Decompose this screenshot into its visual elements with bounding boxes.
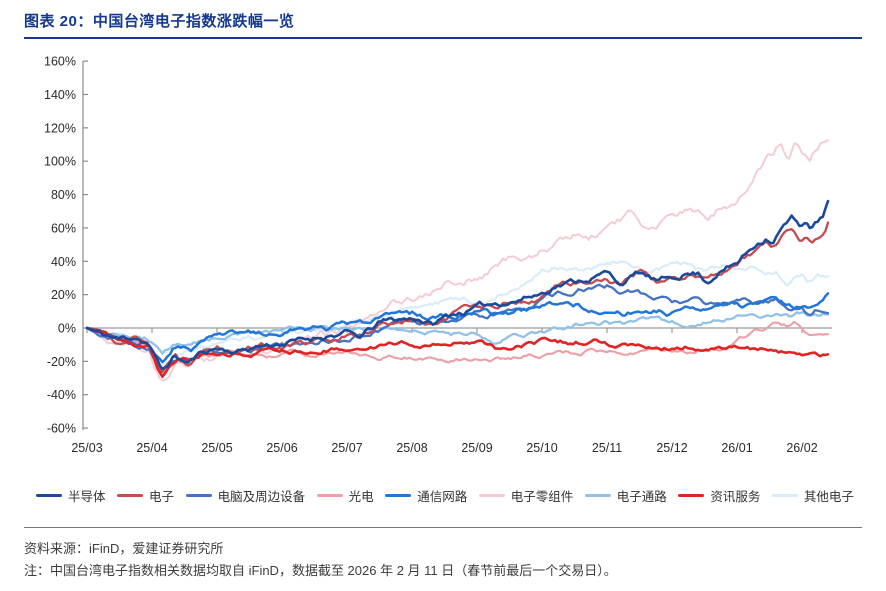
legend-label: 通信网路 (417, 489, 468, 504)
legend-item-electronic-components: 电子零组件 (478, 486, 574, 505)
series-line-other-electronics (85, 260, 830, 367)
series-line-information-service (85, 326, 830, 379)
x-tick-label: 25/12 (656, 441, 687, 455)
legend-label: 光电 (348, 489, 374, 504)
legend-label: 电子通路 (616, 489, 667, 504)
legend-swatch-communication-network (385, 493, 412, 497)
legend-item-communication-network: 通信网路 (385, 486, 467, 505)
note-text: 注：中国台湾电子指数相关数据均取自 iFinD，数据截至 2026 年 2 月 … (24, 563, 617, 578)
x-tick-label: 26/01 (721, 441, 752, 455)
y-tick-label: -20% (47, 355, 76, 369)
footer-divider (24, 527, 862, 528)
source-text: 资料来源：iFinD，爱建证券研究所 (24, 541, 224, 556)
y-tick-label: 140% (44, 88, 76, 102)
chart-legend: 半导体 电子 电脑及周边设备 光电 通信网路 电子零组件 电子通路 资讯服务 其他电子 (36, 484, 854, 506)
legend-swatch-semiconductor (36, 493, 62, 497)
legend-item-other-electronics: 其他电子 (771, 486, 854, 505)
legend-swatch-computer-peripherals (185, 493, 212, 497)
x-tick-label: 25/07 (331, 441, 362, 455)
legend-item-computer-peripherals: 电脑及周边设备 (185, 486, 306, 505)
x-tick-label: 25/06 (266, 441, 297, 455)
x-tick-label: 25/09 (461, 441, 492, 455)
y-tick-label: 100% (44, 155, 76, 169)
x-tick-label: 25/11 (592, 441, 622, 455)
y-tick-label: 60% (51, 221, 76, 235)
x-tick-label: 25/08 (396, 441, 427, 455)
legend-swatch-electronic-components (478, 493, 505, 497)
legend-swatch-optoelectronics (316, 493, 343, 497)
x-tick-label: 25/05 (201, 441, 232, 455)
title-underline (24, 37, 862, 39)
legend-item-optoelectronics: 光电 (316, 486, 374, 505)
legend-label: 电子 (149, 489, 175, 504)
legend-item-semiconductor: 半导体 (36, 486, 106, 505)
legend-swatch-electronics (117, 493, 144, 497)
y-tick-label: 20% (51, 288, 76, 302)
legend-item-information-service: 资讯服务 (678, 486, 760, 505)
y-tick-label: -60% (47, 422, 76, 436)
series-line-electronics-distribution (85, 311, 830, 355)
y-tick-label: -40% (47, 388, 76, 402)
legend-item-electronics: 电子 (117, 486, 174, 505)
x-tick-label: 26/02 (786, 441, 817, 455)
legend-swatch-electronics-distribution (584, 493, 611, 497)
legend-swatch-information-service (678, 493, 705, 497)
x-tick-label: 25/04 (136, 441, 167, 455)
line-chart: 160% 140% 120% 100% 80% 60% 40% 20% 0% -20% -40% -6… (44, 55, 832, 455)
legend-swatch-other-electronics (771, 493, 798, 497)
x-tick-label: 25/03 (71, 441, 102, 455)
x-tick-label: 25/10 (526, 441, 557, 455)
y-tick-label: 120% (44, 121, 76, 135)
y-tick-label: 0% (58, 322, 76, 336)
series-line-communication-network (85, 292, 830, 364)
series-line-semiconductor (85, 199, 830, 371)
chart-title: 图表 20：中国台湾电子指数涨跌幅一览 (24, 13, 295, 30)
legend-label: 其他电子 (803, 489, 854, 504)
legend-item-electronics-distribution: 电子通路 (584, 486, 667, 505)
legend-label: 电子零组件 (510, 489, 574, 504)
legend-label: 资讯服务 (710, 489, 761, 504)
series-line-electronic-components (86, 139, 829, 382)
legend-label: 电脑及周边设备 (217, 489, 306, 504)
legend-label: 半导体 (68, 489, 106, 504)
y-tick-label: 80% (51, 188, 76, 202)
y-tick-label: 160% (44, 55, 76, 69)
y-tick-label: 40% (51, 255, 76, 269)
